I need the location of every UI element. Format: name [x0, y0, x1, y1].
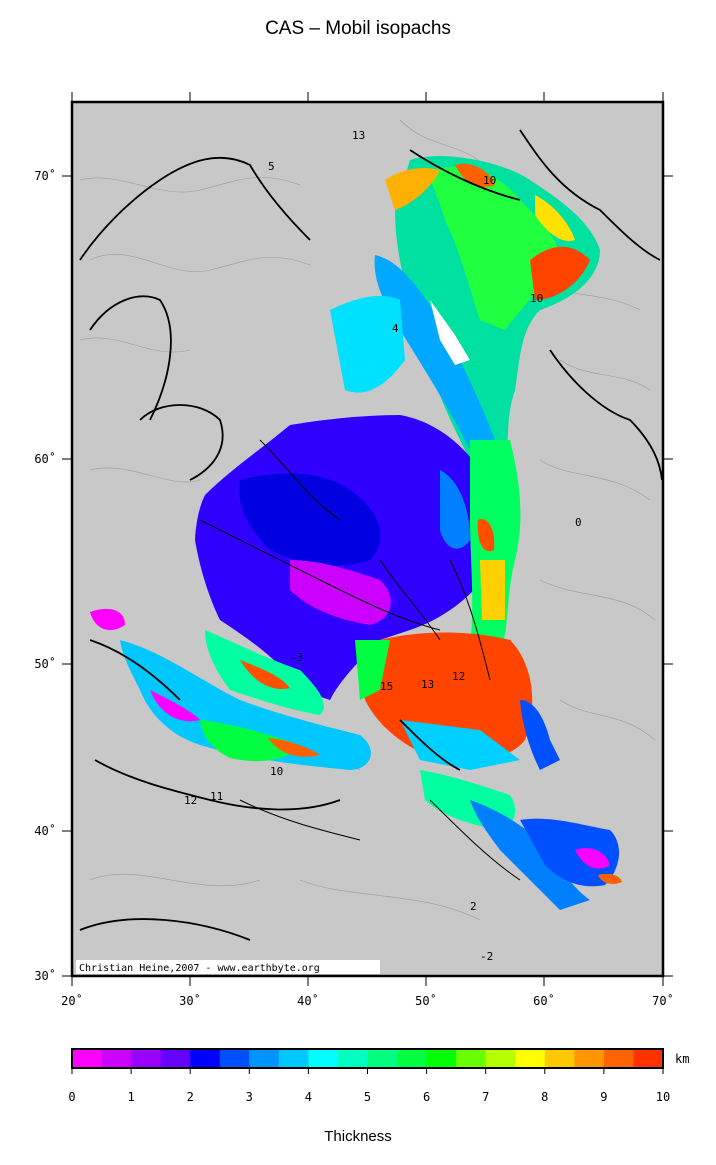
- lat-label: 30˚: [34, 968, 56, 983]
- colorbar-tick-label: 9: [600, 1090, 607, 1104]
- coastlines: [79, 129, 663, 941]
- colorbar-cell: [544, 1049, 575, 1068]
- colorbar: km 0 1 2 3 4 5 6 7 8 9 10: [68, 1048, 689, 1104]
- contour-label: 15: [380, 680, 393, 693]
- contour-label: 10: [270, 765, 283, 778]
- colorbar-tick-label: 10: [656, 1090, 670, 1104]
- colorbar-cell: [574, 1049, 605, 1068]
- lat-label: 60˚: [34, 451, 56, 466]
- colorbar-cell: [515, 1049, 546, 1068]
- colorbar-cell: [278, 1049, 309, 1068]
- colorbar-tick-label: 8: [541, 1090, 548, 1104]
- axis-ticks: [62, 92, 673, 986]
- contour-label: 13: [352, 129, 365, 142]
- colorbar-cell: [367, 1049, 398, 1068]
- colorbar-cell: [633, 1049, 664, 1068]
- lon-label: 30˚: [179, 993, 201, 1008]
- colorbar-cell: [160, 1049, 191, 1068]
- colorbar-cell: [131, 1049, 162, 1068]
- contour-label: 10: [530, 292, 543, 305]
- lon-label: 50˚: [415, 993, 437, 1008]
- colorbar-tick-label: 5: [364, 1090, 371, 1104]
- colorbar-cell: [249, 1049, 280, 1068]
- contour-label: 12: [452, 670, 465, 683]
- political-borders: [199, 439, 521, 881]
- contour-labels: 4 10 10 13 15 12 -3 12 11 10 0 2 -2 13 5: [184, 129, 582, 963]
- credit-box: [76, 960, 380, 974]
- contour-label: 2: [470, 900, 477, 913]
- contour-label: 10: [483, 174, 496, 187]
- lat-label: 40˚: [34, 823, 56, 838]
- lon-label: 40˚: [297, 993, 319, 1008]
- colorbar-tick-label: 1: [127, 1090, 134, 1104]
- colorbar-unit: km: [675, 1052, 689, 1066]
- lon-label: 20˚: [61, 993, 83, 1008]
- contour-label: 5: [268, 160, 275, 173]
- colorbar-tick-label: 7: [482, 1090, 489, 1104]
- contour-label: 11: [210, 790, 223, 803]
- colorbar-cell: [397, 1049, 428, 1068]
- colorbar-cell: [219, 1049, 250, 1068]
- colorbar-cell: [603, 1049, 634, 1068]
- colorbar-tick-label: 2: [187, 1090, 194, 1104]
- map-panel: [70, 100, 665, 978]
- lon-label: 70˚: [652, 993, 674, 1008]
- lon-label: 60˚: [533, 993, 555, 1008]
- contour-label: 13: [421, 678, 434, 691]
- contour-label: -3: [290, 651, 303, 664]
- contour-label: 0: [575, 516, 582, 529]
- colorbar-tick-label: 3: [246, 1090, 253, 1104]
- colorbar-cell: [72, 1049, 103, 1068]
- contour-label: 12: [184, 794, 197, 807]
- lat-label: 70˚: [34, 168, 56, 183]
- colorbar-cell: [426, 1049, 457, 1068]
- colorbar-cell: [101, 1049, 132, 1068]
- isopach-fills: [90, 156, 622, 910]
- colorbar-cell: [308, 1049, 339, 1068]
- colorbar-tick-label: 4: [305, 1090, 312, 1104]
- credit-text: Christian Heine,2007 - www.earthbyte.org: [79, 963, 320, 974]
- colorbar-tick-label: 6: [423, 1090, 430, 1104]
- colorbar-title: Thickness: [324, 1128, 392, 1145]
- colorbar-cell: [190, 1049, 221, 1068]
- map-title: CAS – Mobil isopachs: [265, 18, 451, 39]
- contour-label: 4: [392, 322, 399, 335]
- colorbar-tick-label: 0: [68, 1090, 75, 1104]
- contour-label: -2: [480, 950, 493, 963]
- colorbar-cell: [485, 1049, 516, 1068]
- colorbar-cell: [456, 1049, 487, 1068]
- colorbar-cell: [337, 1049, 368, 1068]
- lat-label: 50˚: [34, 656, 56, 671]
- map-frame: [70, 100, 665, 978]
